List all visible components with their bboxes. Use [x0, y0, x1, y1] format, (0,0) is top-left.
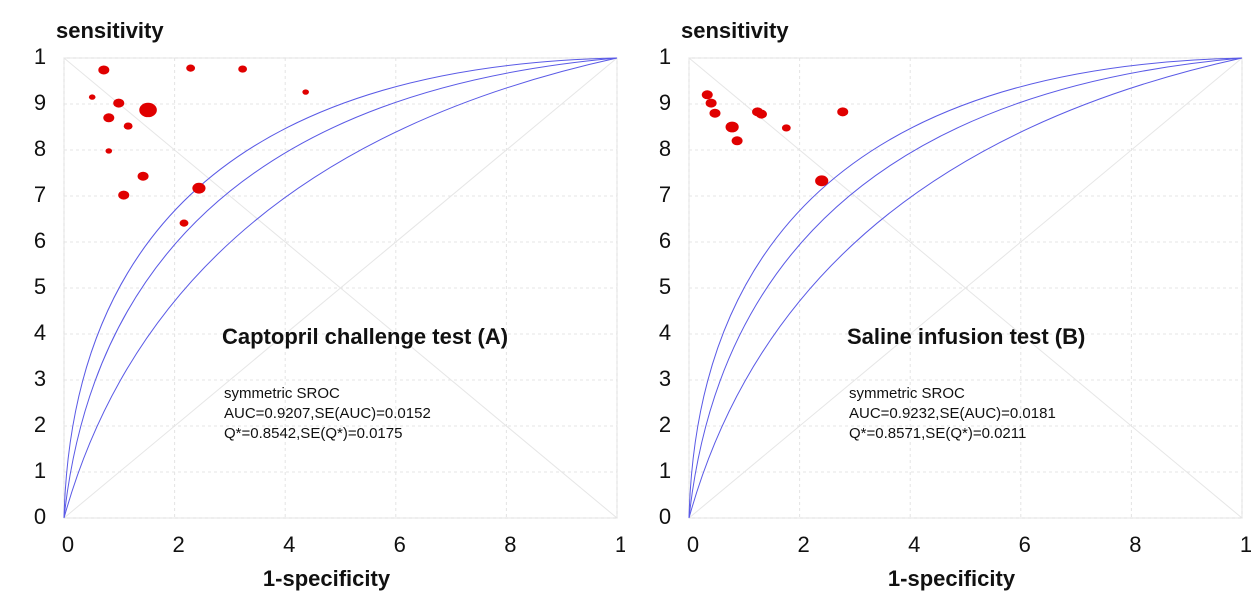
- sroc-curve: [688, 57, 1243, 519]
- x-axis-title: 1-specificity: [263, 566, 391, 591]
- y-tick-label: 9: [34, 90, 46, 115]
- stat-line: AUC=0.9207,SE(AUC)=0.0152: [224, 405, 431, 422]
- y-tick-label: 1: [659, 44, 671, 69]
- study-point: [98, 65, 110, 75]
- y-tick-label: 8: [659, 136, 671, 161]
- x-tick-label: 8: [504, 532, 516, 557]
- y-axis-title: sensitivity: [681, 18, 789, 43]
- study-point: [302, 89, 309, 95]
- y-axis-title: sensitivity: [56, 18, 164, 43]
- y-tick-label: 5: [34, 274, 46, 299]
- study-point: [139, 102, 157, 118]
- x-tick-label: 0: [62, 532, 74, 557]
- x-tick-label: 1: [615, 532, 625, 557]
- x-tick-label: 1: [1240, 532, 1251, 557]
- study-point: [705, 98, 717, 108]
- y-tick-label: 4: [34, 320, 46, 345]
- stat-line: Q*=0.8571,SE(Q*)=0.0211: [849, 425, 1026, 442]
- study-point: [815, 175, 829, 187]
- y-tick-label: 3: [34, 366, 46, 391]
- study-point: [103, 113, 115, 123]
- y-tick-label: 2: [659, 412, 671, 437]
- x-tick-label: 8: [1129, 532, 1141, 557]
- study-point: [781, 124, 791, 132]
- x-tick-label: 4: [908, 532, 920, 557]
- study-point: [755, 109, 767, 119]
- study-point: [179, 219, 189, 227]
- y-tick-label: 4: [659, 320, 671, 345]
- stat-line: AUC=0.9232,SE(AUC)=0.0181: [849, 405, 1056, 422]
- study-point: [709, 108, 721, 118]
- x-axis-title: 1-specificity: [888, 566, 1016, 591]
- y-tick-label: 7: [659, 182, 671, 207]
- study-point: [105, 148, 113, 154]
- x-tick-label: 6: [394, 532, 406, 557]
- sroc-curve: [63, 57, 618, 519]
- study-point: [192, 182, 206, 194]
- x-tick-label: 2: [172, 532, 184, 557]
- stat-line: Q*=0.8542,SE(Q*)=0.0175: [224, 425, 402, 442]
- sroc-curve: [688, 57, 1243, 519]
- y-tick-label: 3: [659, 366, 671, 391]
- x-tick-label: 4: [283, 532, 295, 557]
- study-point: [88, 94, 96, 100]
- annotation: Saline infusion test (B): [847, 324, 1085, 349]
- x-tick-label: 0: [687, 532, 699, 557]
- study-point: [123, 122, 133, 130]
- y-tick-label: 1: [659, 458, 671, 483]
- x-tick-label: 6: [1019, 532, 1031, 557]
- diagonal: [63, 57, 618, 519]
- y-tick-label: 7: [34, 182, 46, 207]
- annotation: Captopril challenge test (A): [222, 324, 508, 349]
- study-point: [113, 98, 125, 108]
- y-tick-label: 1: [34, 44, 46, 69]
- diagonal: [688, 57, 1243, 519]
- y-tick-label: 1: [34, 458, 46, 483]
- sroc-curve: [63, 57, 618, 519]
- study-point: [137, 171, 149, 181]
- y-tick-label: 0: [34, 504, 46, 529]
- study-point: [725, 121, 739, 133]
- y-tick-label: 8: [34, 136, 46, 161]
- y-tick-label: 2: [34, 412, 46, 437]
- stat-line: symmetric SROC: [849, 385, 965, 402]
- y-tick-label: 6: [34, 228, 46, 253]
- study-point: [118, 190, 130, 200]
- sroc-curve: [63, 57, 618, 519]
- y-tick-label: 0: [659, 504, 671, 529]
- sroc-curve: [688, 57, 1243, 519]
- y-tick-label: 6: [659, 228, 671, 253]
- y-tick-label: 9: [659, 90, 671, 115]
- x-tick-label: 2: [797, 532, 809, 557]
- study-point: [837, 107, 849, 117]
- stat-line: symmetric SROC: [224, 385, 340, 402]
- study-point: [701, 90, 713, 100]
- study-point: [238, 65, 248, 73]
- y-tick-label: 5: [659, 274, 671, 299]
- study-point: [186, 64, 196, 72]
- study-point: [731, 136, 743, 146]
